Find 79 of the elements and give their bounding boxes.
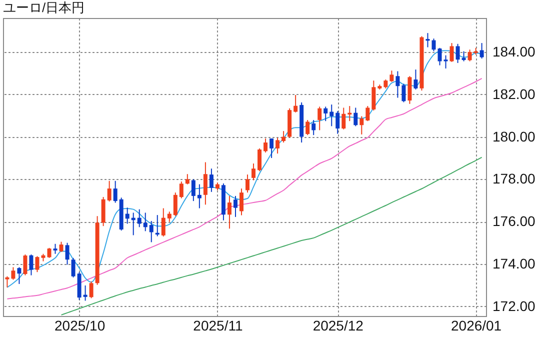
candlestick <box>239 188 244 216</box>
candlestick <box>71 257 76 278</box>
candlestick <box>59 241 64 252</box>
candlestick <box>167 211 172 222</box>
y-tick-label: 178.00 <box>492 170 536 187</box>
line-series <box>6 78 482 300</box>
candlestick <box>330 104 334 127</box>
candlestick <box>468 49 472 62</box>
candlestick <box>336 110 340 134</box>
candlestick <box>480 42 484 60</box>
candlestick <box>462 50 466 62</box>
candlestick <box>47 247 52 258</box>
candlestick <box>252 163 256 181</box>
candlestick <box>89 280 94 299</box>
candlestick <box>372 80 376 111</box>
x-tick-label: 2025/10 <box>54 318 106 334</box>
y-tick-label: 180.00 <box>492 128 536 144</box>
candlestick <box>366 106 370 122</box>
candlestick <box>191 178 196 202</box>
y-tick-label: 182.00 <box>492 86 536 102</box>
chart-title: ユーロ/日本円 <box>3 0 85 15</box>
y-tick-label: 174.00 <box>492 256 536 272</box>
candlestick <box>246 174 250 194</box>
y-tick-label: 172.00 <box>492 298 536 314</box>
candlestick <box>360 116 364 135</box>
x-tick-label: 2026/01 <box>450 318 502 334</box>
candlestick <box>35 256 40 273</box>
candlestick <box>233 195 238 218</box>
candlestick <box>29 254 34 276</box>
candlestick <box>101 196 106 227</box>
candlestick <box>149 220 154 243</box>
x-tick-label: 2025/12 <box>312 318 364 334</box>
candlestick <box>396 70 400 98</box>
candlestick <box>306 120 310 136</box>
candlestick <box>294 94 298 113</box>
candlestick <box>65 242 70 266</box>
candlestick <box>161 208 166 237</box>
candlestick <box>107 180 112 202</box>
candlestick <box>354 107 358 127</box>
y-tick-label: 176.00 <box>492 213 536 230</box>
candlestick <box>185 174 190 185</box>
candlestick <box>11 266 16 280</box>
candlestick <box>270 138 274 158</box>
y-tick-label: 184.00 <box>492 43 536 60</box>
candlestick <box>324 106 328 122</box>
candlestick <box>209 168 214 192</box>
candlestick <box>456 43 460 64</box>
candlestick <box>125 207 130 224</box>
x-tick-label: 2025/11 <box>193 318 243 334</box>
candlestick <box>53 243 58 254</box>
candlestick <box>432 38 436 52</box>
candlestick <box>408 76 412 104</box>
candlestick <box>23 254 28 276</box>
candlestick <box>197 184 202 209</box>
candlestick <box>264 138 268 153</box>
candlestick <box>17 266 22 284</box>
candlestick <box>227 195 232 230</box>
candlestick <box>318 106 322 131</box>
candlestick <box>444 54 448 69</box>
candlestick <box>276 137 280 154</box>
candlestick <box>179 181 184 199</box>
candlestick <box>143 212 148 232</box>
candlestick <box>390 70 394 82</box>
candlestick <box>137 208 142 228</box>
line-series <box>60 156 482 316</box>
candlestick <box>342 107 346 130</box>
candlestick <box>402 83 406 103</box>
candlestick <box>450 42 454 62</box>
candlestick <box>312 120 316 136</box>
candlestick <box>203 162 208 206</box>
candlestick <box>414 69 418 90</box>
candlestick <box>77 272 82 300</box>
candlestick <box>438 47 442 66</box>
candlestick <box>282 130 286 143</box>
candlestick <box>113 180 118 204</box>
candlestick <box>258 148 262 172</box>
candlestick <box>5 276 10 288</box>
candlestick <box>83 284 88 302</box>
candlestick <box>173 192 178 217</box>
